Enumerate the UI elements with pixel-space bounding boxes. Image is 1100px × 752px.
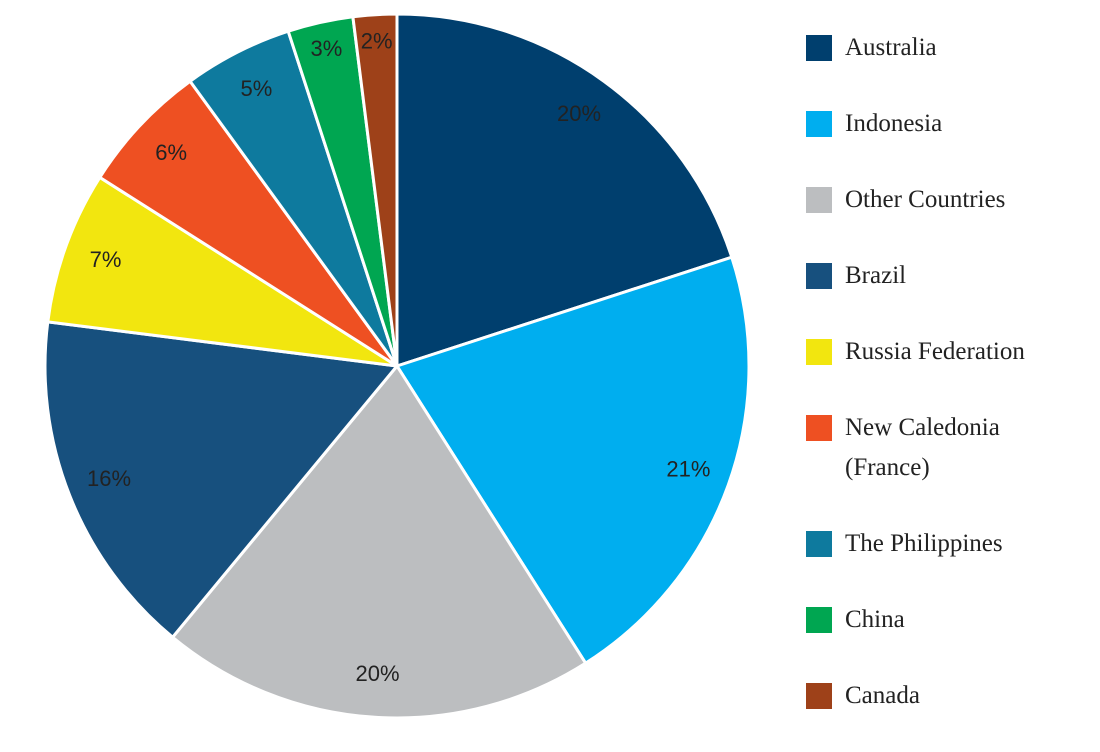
legend-item: Brazil (806, 256, 1096, 296)
value-label: 21% (666, 457, 710, 482)
legend-swatch (806, 263, 832, 289)
value-label: 6% (155, 140, 187, 165)
value-label: 20% (356, 661, 400, 686)
pie-slice (394, 255, 751, 666)
legend-label: Canada (845, 682, 920, 709)
legend-item: Australia (806, 28, 1096, 68)
value-label: 2% (361, 29, 393, 54)
legend-swatch (806, 111, 832, 137)
legend-label: Brazil (845, 262, 907, 289)
legend: Australia Indonesia Other Countries Brazil R… (806, 28, 1096, 752)
legend-item: Canada (806, 676, 1096, 716)
pie-slice (395, 12, 734, 369)
pie-chart: 20% 21% 20% 16% 7% 6% 5% 3% 2% (43, 12, 751, 720)
legend-swatch (806, 607, 832, 633)
page: {"chart_data": {"type": "pie", "categori… (43, 12, 1025, 720)
legend-swatch (806, 187, 832, 213)
legend-item: China (806, 600, 1096, 640)
legend-item: Russia Federation (806, 332, 1096, 372)
legend-label: Australia (845, 34, 937, 61)
legend-item: Indonesia (806, 104, 1096, 144)
value-label: 5% (240, 76, 272, 101)
pie-slice (46, 175, 398, 368)
legend-swatch (806, 531, 832, 557)
legend-swatch (806, 339, 832, 365)
pie-slice (97, 79, 399, 368)
legend-label: Other Countries (845, 186, 1006, 213)
value-label: 7% (90, 247, 122, 272)
pie-slice (43, 320, 400, 640)
value-label: 20% (557, 101, 601, 126)
legend-swatch (806, 415, 832, 441)
pie-slice (170, 363, 588, 720)
legend-label: The Philippines (845, 530, 1003, 557)
legend-item: Other Countries (806, 180, 1096, 220)
legend-label: China (845, 606, 905, 633)
value-label: 3% (310, 36, 342, 61)
legend-label: Indonesia (845, 110, 943, 137)
legend-swatch (806, 35, 832, 61)
legend-item: New Caledonia (France) (806, 408, 1096, 488)
legend-swatch (806, 683, 832, 709)
legend-label: Russia Federation (845, 338, 1025, 365)
legend-item: The Philippines (806, 524, 1096, 564)
value-label: 16% (87, 466, 131, 491)
pie-slice (351, 12, 399, 367)
legend-label: New Caledonia (France) (845, 414, 1000, 481)
